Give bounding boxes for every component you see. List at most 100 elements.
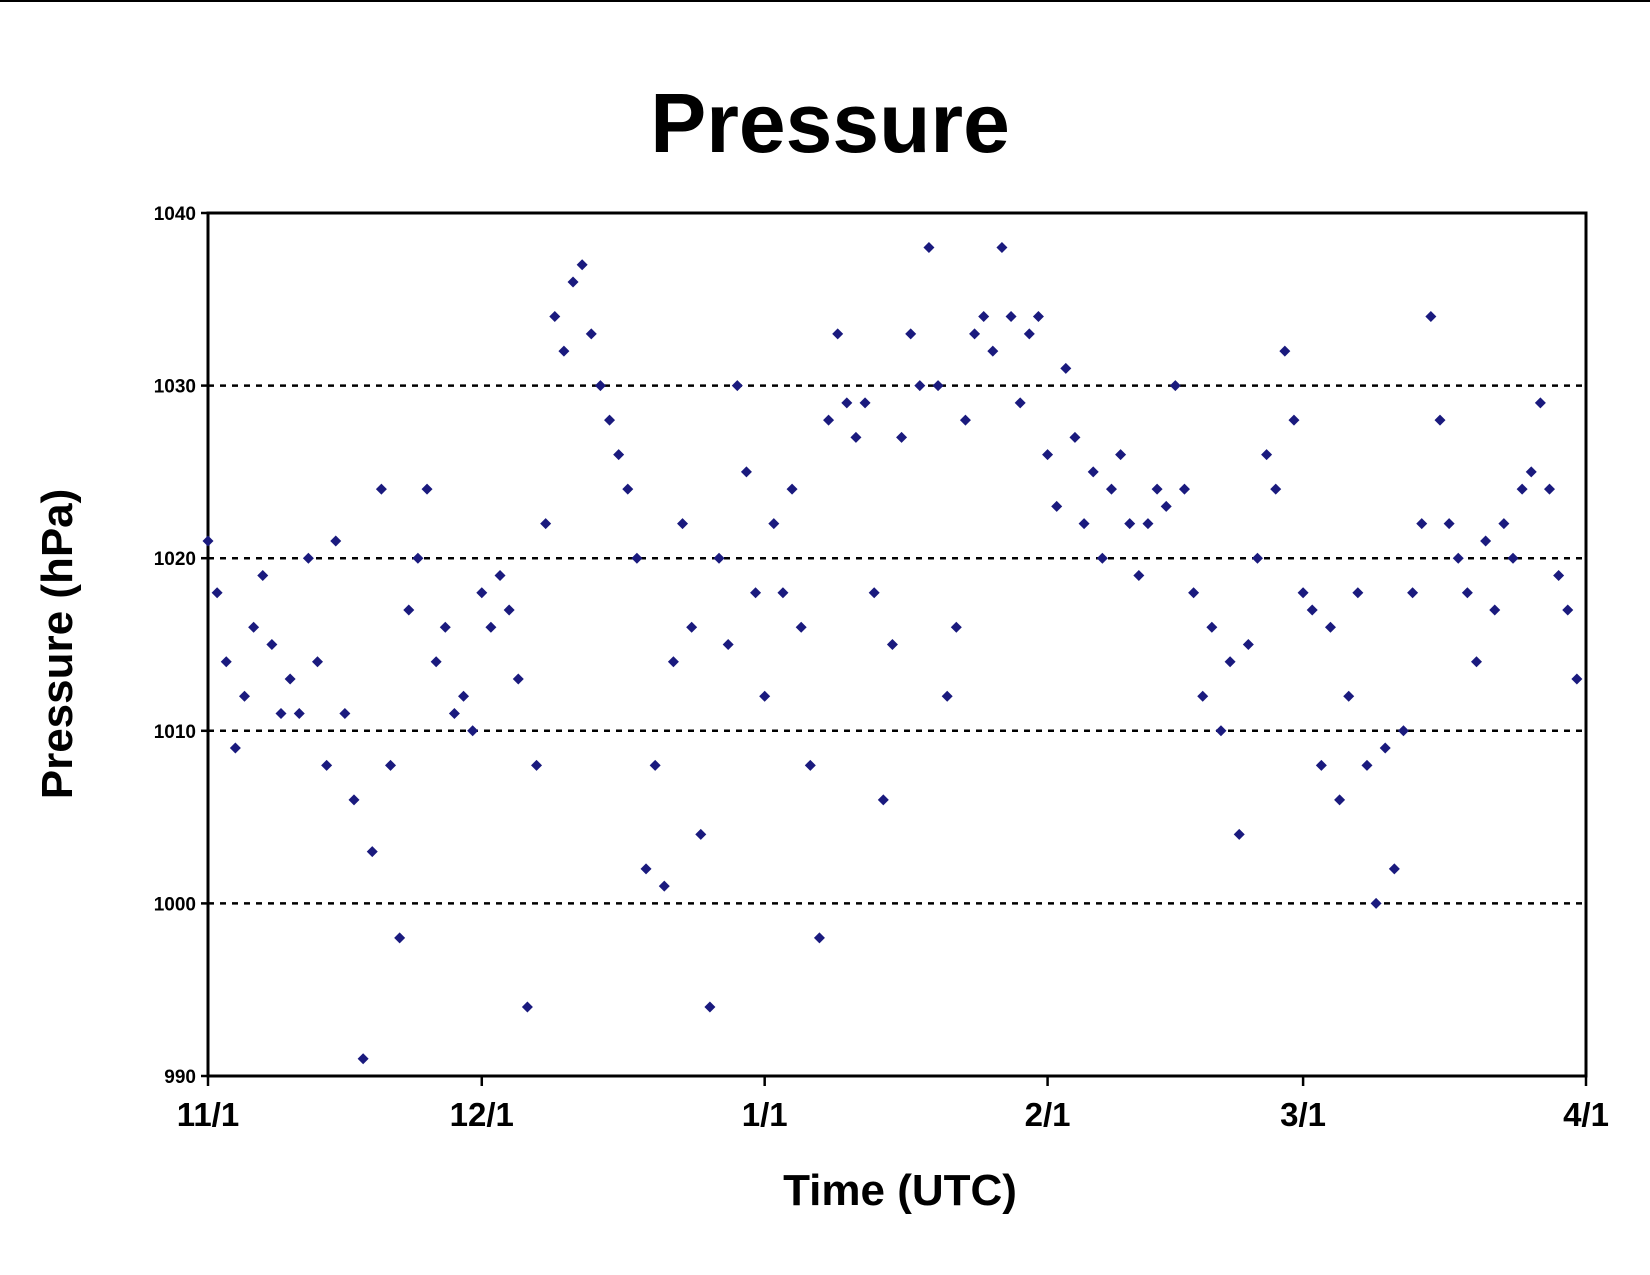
data-point [1525, 466, 1537, 478]
data-point [1334, 794, 1346, 806]
data-point [1078, 518, 1090, 530]
data-point [594, 380, 606, 392]
data-point [394, 932, 406, 944]
data-point [1087, 466, 1099, 478]
x-tick-label: 12/1 [450, 1096, 514, 1133]
data-point [1507, 552, 1519, 564]
data-point [1452, 552, 1464, 564]
data-point [412, 552, 424, 564]
data-point [1343, 690, 1355, 702]
data-point [1160, 500, 1172, 512]
data-point [1361, 759, 1373, 771]
data-point [1370, 897, 1382, 909]
data-point [631, 552, 643, 564]
data-point [649, 759, 661, 771]
data-point [996, 242, 1008, 254]
data-point [740, 466, 752, 478]
data-point [503, 604, 515, 616]
data-point [1288, 414, 1300, 426]
data-point [667, 656, 679, 668]
data-point [339, 708, 351, 720]
data-point [1032, 311, 1044, 323]
data-point [622, 483, 634, 495]
data-point [467, 725, 479, 737]
data-point [1516, 483, 1528, 495]
y-tick-label: 1010 [154, 722, 196, 743]
data-point [987, 345, 999, 357]
data-point [302, 552, 314, 564]
data-point [1105, 483, 1117, 495]
data-point [549, 311, 561, 323]
data-point [704, 1001, 716, 1013]
data-point [823, 414, 835, 426]
x-axis: 11/1 12/1 1/1 2/1 3/1 4/1 [177, 1076, 1609, 1133]
data-point [448, 708, 460, 720]
data-point [1388, 863, 1400, 875]
data-point [1251, 552, 1263, 564]
top-rule [0, 0, 1650, 2]
x-tick-label: 11/1 [177, 1096, 239, 1133]
data-point [1069, 431, 1081, 443]
data-point [905, 328, 917, 340]
data-point [1425, 311, 1437, 323]
data-point [722, 639, 734, 650]
data-point [777, 587, 789, 599]
data-point [239, 690, 251, 702]
data-point [357, 1053, 369, 1065]
data-point [932, 380, 944, 392]
data-point [1489, 604, 1501, 616]
data-point [813, 932, 825, 944]
data-point [1461, 587, 1473, 599]
data-point [512, 673, 524, 685]
data-point [576, 259, 588, 271]
data-point [375, 483, 387, 495]
x-tick-label: 3/1 [1280, 1096, 1326, 1133]
data-point [421, 483, 433, 495]
data-point [1379, 742, 1391, 754]
data-point [658, 880, 670, 892]
chart-title: Pressure [650, 76, 1010, 170]
data-point [1443, 518, 1455, 530]
data-point [923, 242, 935, 254]
y-tick-label: 1040 [154, 204, 196, 225]
data-point [1233, 828, 1245, 840]
data-point [1553, 569, 1565, 581]
data-point [275, 708, 287, 720]
y-tick-label: 1020 [154, 549, 196, 570]
data-point [786, 483, 798, 495]
data-point [1115, 449, 1127, 461]
data-point [1124, 518, 1136, 530]
data-point [978, 311, 990, 323]
gridlines [208, 384, 1586, 905]
data-point [886, 639, 898, 650]
data-point [1352, 587, 1364, 599]
data-point [366, 846, 378, 858]
data-point [558, 345, 570, 357]
data-point [686, 621, 698, 633]
data-point [521, 1001, 533, 1013]
data-point [567, 276, 579, 288]
data-point [1142, 518, 1154, 530]
data-point [330, 535, 342, 547]
data-point [321, 759, 333, 771]
data-point [1480, 535, 1492, 547]
data-point [1534, 397, 1546, 409]
data-point [1279, 345, 1291, 357]
data-point [695, 828, 707, 840]
data-point [1051, 500, 1063, 512]
data-point [941, 690, 953, 702]
x-tick-label: 2/1 [1025, 1096, 1071, 1133]
data-point [1023, 328, 1035, 340]
data-points [202, 242, 1583, 1065]
data-point [1324, 621, 1336, 633]
data-point [348, 794, 360, 806]
data-point [220, 656, 232, 668]
y-tick-label: 990 [164, 1067, 196, 1088]
data-point [795, 621, 807, 633]
data-point [585, 328, 597, 340]
data-point [759, 690, 771, 702]
data-point [202, 535, 214, 547]
data-point [677, 518, 689, 530]
data-point [1215, 725, 1227, 737]
data-point [476, 587, 488, 599]
